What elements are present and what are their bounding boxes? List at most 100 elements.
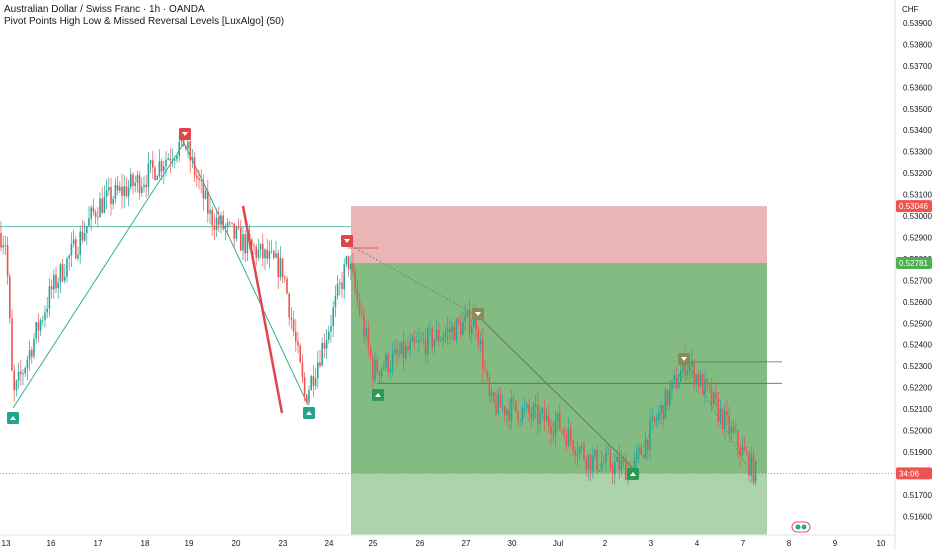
candle-body bbox=[116, 185, 119, 191]
candle-body bbox=[138, 175, 141, 193]
candle-body bbox=[662, 405, 664, 420]
candle-body bbox=[730, 427, 733, 434]
candle-body bbox=[715, 392, 717, 399]
candle-body bbox=[651, 416, 653, 421]
candle-body bbox=[534, 404, 537, 407]
candle-body bbox=[376, 359, 378, 373]
candle-body bbox=[301, 362, 304, 378]
candle-body bbox=[64, 276, 66, 281]
candle-body bbox=[605, 452, 607, 463]
candle-body bbox=[649, 420, 651, 451]
take-profit-zone bbox=[351, 262, 767, 474]
candle-body bbox=[88, 218, 90, 227]
candle-body bbox=[343, 264, 345, 290]
candle-body bbox=[741, 446, 744, 456]
pivot-low-marker-glyph bbox=[630, 472, 636, 476]
candle-body bbox=[286, 278, 288, 294]
candle-body bbox=[160, 161, 163, 172]
candle-body bbox=[587, 454, 590, 469]
candle-body bbox=[75, 239, 77, 259]
candle-body bbox=[127, 187, 130, 197]
candle-body bbox=[446, 328, 449, 333]
candle-body bbox=[493, 392, 495, 402]
candle-body bbox=[567, 428, 570, 447]
candle-body bbox=[391, 353, 394, 369]
candle-body bbox=[83, 233, 86, 241]
candle-body bbox=[297, 341, 299, 346]
candle-body bbox=[552, 433, 554, 436]
position-zones bbox=[351, 206, 767, 535]
candle-body bbox=[39, 320, 42, 331]
candle-body bbox=[169, 158, 172, 161]
candle-body bbox=[264, 249, 266, 259]
candle-body bbox=[374, 359, 376, 380]
candle-body bbox=[519, 421, 521, 423]
candle-body bbox=[708, 384, 711, 388]
candle-body bbox=[581, 446, 583, 448]
price-tick-label: 0.51600 bbox=[903, 512, 932, 521]
candle-body bbox=[204, 191, 207, 199]
candle-body bbox=[149, 160, 152, 164]
candle-body bbox=[704, 379, 706, 395]
time-tick-label: 2 bbox=[603, 539, 608, 548]
time-tick-label: 20 bbox=[232, 539, 241, 548]
time-tick-label: 30 bbox=[508, 539, 517, 548]
time-tick-label: 9 bbox=[833, 539, 838, 548]
candle-body bbox=[193, 157, 196, 176]
countdown-tag-text: 34:06 bbox=[899, 469, 920, 478]
candle-body bbox=[721, 408, 724, 430]
candle-body bbox=[592, 456, 594, 472]
candle-body bbox=[72, 239, 75, 244]
candle-body bbox=[367, 328, 370, 348]
candle-body bbox=[607, 452, 609, 454]
candle-body bbox=[479, 340, 482, 345]
candle-body bbox=[253, 245, 255, 247]
candle-body bbox=[13, 370, 15, 391]
candle-body bbox=[548, 415, 550, 427]
candle-body bbox=[638, 447, 640, 452]
candle-body bbox=[167, 158, 169, 160]
time-tick-label: 7 bbox=[741, 539, 746, 548]
candle-body bbox=[699, 373, 702, 386]
candle-body bbox=[248, 233, 251, 240]
candle-body bbox=[526, 404, 528, 408]
candle-body bbox=[35, 322, 37, 339]
candle-body bbox=[299, 345, 301, 363]
missed-pivot-marker-glyph bbox=[475, 312, 481, 316]
candle-body bbox=[97, 216, 99, 218]
candle-body bbox=[275, 253, 277, 258]
candle-body bbox=[196, 175, 198, 179]
candle-body bbox=[497, 393, 499, 415]
replay-badge-dot bbox=[801, 524, 807, 530]
candle-body bbox=[339, 282, 341, 284]
price-tick-label: 0.53000 bbox=[903, 212, 932, 221]
candle-body bbox=[321, 343, 323, 366]
candle-body bbox=[728, 415, 730, 434]
candle-body bbox=[666, 389, 669, 406]
candle-body bbox=[284, 277, 286, 279]
price-tick-label: 0.53500 bbox=[903, 105, 932, 114]
candle-body bbox=[563, 430, 565, 435]
candle-body bbox=[611, 467, 614, 475]
candle-body bbox=[290, 317, 293, 320]
candle-body bbox=[576, 454, 579, 456]
candle-body bbox=[416, 341, 418, 343]
time-tick-label: 17 bbox=[94, 539, 103, 548]
candle-body bbox=[750, 454, 752, 476]
candle-body bbox=[77, 254, 79, 259]
countdown-tag bbox=[896, 467, 932, 480]
zigzag-line bbox=[12, 142, 309, 409]
candle-body bbox=[609, 452, 612, 468]
candle-body bbox=[66, 258, 68, 277]
candle-body bbox=[191, 157, 194, 161]
candle-body bbox=[369, 347, 372, 358]
pivot-markers bbox=[7, 128, 690, 480]
indicator-label[interactable]: Pivot Points High Low & Missed Reversal … bbox=[4, 16, 285, 27]
candle-body bbox=[748, 453, 750, 476]
candle-body bbox=[570, 428, 572, 441]
candle-body bbox=[345, 256, 348, 265]
candle-body bbox=[354, 271, 356, 290]
candle-body bbox=[257, 249, 260, 258]
time-tick-label: 18 bbox=[141, 539, 150, 548]
